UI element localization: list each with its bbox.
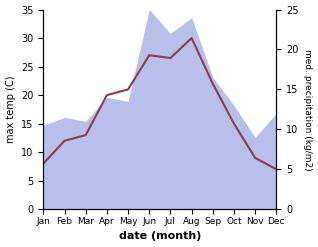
Y-axis label: max temp (C): max temp (C) (5, 76, 16, 143)
Y-axis label: med. precipitation (kg/m2): med. precipitation (kg/m2) (303, 49, 313, 170)
X-axis label: date (month): date (month) (119, 231, 201, 242)
